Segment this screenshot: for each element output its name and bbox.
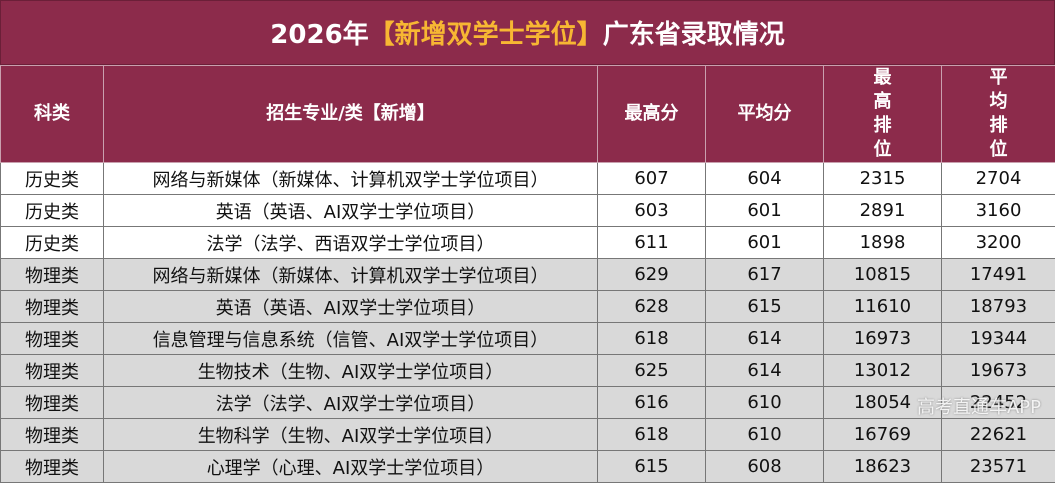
title-bar: 2026年【新增双学士学位】广东省录取情况	[0, 0, 1055, 65]
table-cell: 614	[706, 323, 824, 355]
table-cell: 3200	[942, 227, 1055, 259]
column-header: 最高分	[598, 66, 706, 163]
table-cell: 16769	[824, 419, 942, 451]
table-cell: 网络与新媒体（新媒体、计算机双学士学位项目）	[104, 163, 598, 195]
table-cell: 2891	[824, 195, 942, 227]
title-prefix: 2026年	[270, 14, 368, 51]
table-cell: 16973	[824, 323, 942, 355]
table-cell: 22621	[942, 419, 1055, 451]
table-cell: 618	[598, 323, 706, 355]
column-header: 最高排位	[824, 66, 942, 163]
table-cell: 英语（英语、AI双学士学位项目）	[104, 291, 598, 323]
table-cell: 生物科学（生物、AI双学士学位项目）	[104, 419, 598, 451]
table-cell: 628	[598, 291, 706, 323]
table-cell: 物理类	[1, 259, 104, 291]
column-header: 平均排位	[942, 66, 1055, 163]
column-header: 科类	[1, 66, 104, 163]
table-cell: 610	[706, 419, 824, 451]
table-cell: 611	[598, 227, 706, 259]
table-cell: 618	[598, 419, 706, 451]
table-cell: 信息管理与信息系统（信管、AI双学士学位项目）	[104, 323, 598, 355]
table-cell: 1898	[824, 227, 942, 259]
table-cell: 629	[598, 259, 706, 291]
table-cell: 19673	[942, 355, 1055, 387]
table-cell: 18793	[942, 291, 1055, 323]
table-cell: 615	[598, 451, 706, 483]
title-suffix: 广东省录取情况	[603, 14, 785, 51]
table-cell: 23571	[942, 451, 1055, 483]
table-cell: 2704	[942, 163, 1055, 195]
table-cell: 601	[706, 227, 824, 259]
table-cell: 生物技术（生物、AI双学士学位项目）	[104, 355, 598, 387]
table-cell: 607	[598, 163, 706, 195]
watermark: 高考直通车APP	[917, 393, 1041, 419]
table-cell: 11610	[824, 291, 942, 323]
table-cell: 物理类	[1, 291, 104, 323]
table-cell: 18623	[824, 451, 942, 483]
table-cell: 法学（法学、西语双学士学位项目）	[104, 227, 598, 259]
table-cell: 物理类	[1, 323, 104, 355]
table-cell: 2315	[824, 163, 942, 195]
table-cell: 601	[706, 195, 824, 227]
table-cell: 法学（法学、AI双学士学位项目）	[104, 387, 598, 419]
table-cell: 604	[706, 163, 824, 195]
table-cell: 614	[706, 355, 824, 387]
table-cell: 3160	[942, 195, 1055, 227]
table-cell: 615	[706, 291, 824, 323]
table-cell: 历史类	[1, 227, 104, 259]
column-header: 平均分	[706, 66, 824, 163]
table-cell: 物理类	[1, 387, 104, 419]
table-cell: 10815	[824, 259, 942, 291]
table-cell: 603	[598, 195, 706, 227]
table-cell: 608	[706, 451, 824, 483]
table-cell: 625	[598, 355, 706, 387]
header-row: 科类招生专业/类【新增】最高分平均分最高排位平均排位	[1, 66, 1055, 163]
table-cell: 网络与新媒体（新媒体、计算机双学士学位项目）	[104, 259, 598, 291]
table-cell: 物理类	[1, 419, 104, 451]
table-cell: 17491	[942, 259, 1055, 291]
column-header: 招生专业/类【新增】	[104, 66, 598, 163]
table-cell: 心理学（心理、AI双学士学位项目）	[104, 451, 598, 483]
table-cell: 617	[706, 259, 824, 291]
table-cell: 历史类	[1, 195, 104, 227]
table-cell: 历史类	[1, 163, 104, 195]
table-cell: 物理类	[1, 451, 104, 483]
table-cell: 物理类	[1, 355, 104, 387]
table-cell: 英语（英语、AI双学士学位项目）	[104, 195, 598, 227]
score-table: 科类招生专业/类【新增】最高分平均分最高排位平均排位 历史类网络与新媒体（新媒体…	[0, 65, 1055, 483]
table-cell: 13012	[824, 355, 942, 387]
table-cell: 610	[706, 387, 824, 419]
table-cell: 616	[598, 387, 706, 419]
title-highlight: 【新增双学士学位】	[369, 14, 603, 51]
page: 2026年【新增双学士学位】广东省录取情况 科类招生专业/类【新增】最高分平均分…	[0, 0, 1055, 445]
table-cell: 19344	[942, 323, 1055, 355]
